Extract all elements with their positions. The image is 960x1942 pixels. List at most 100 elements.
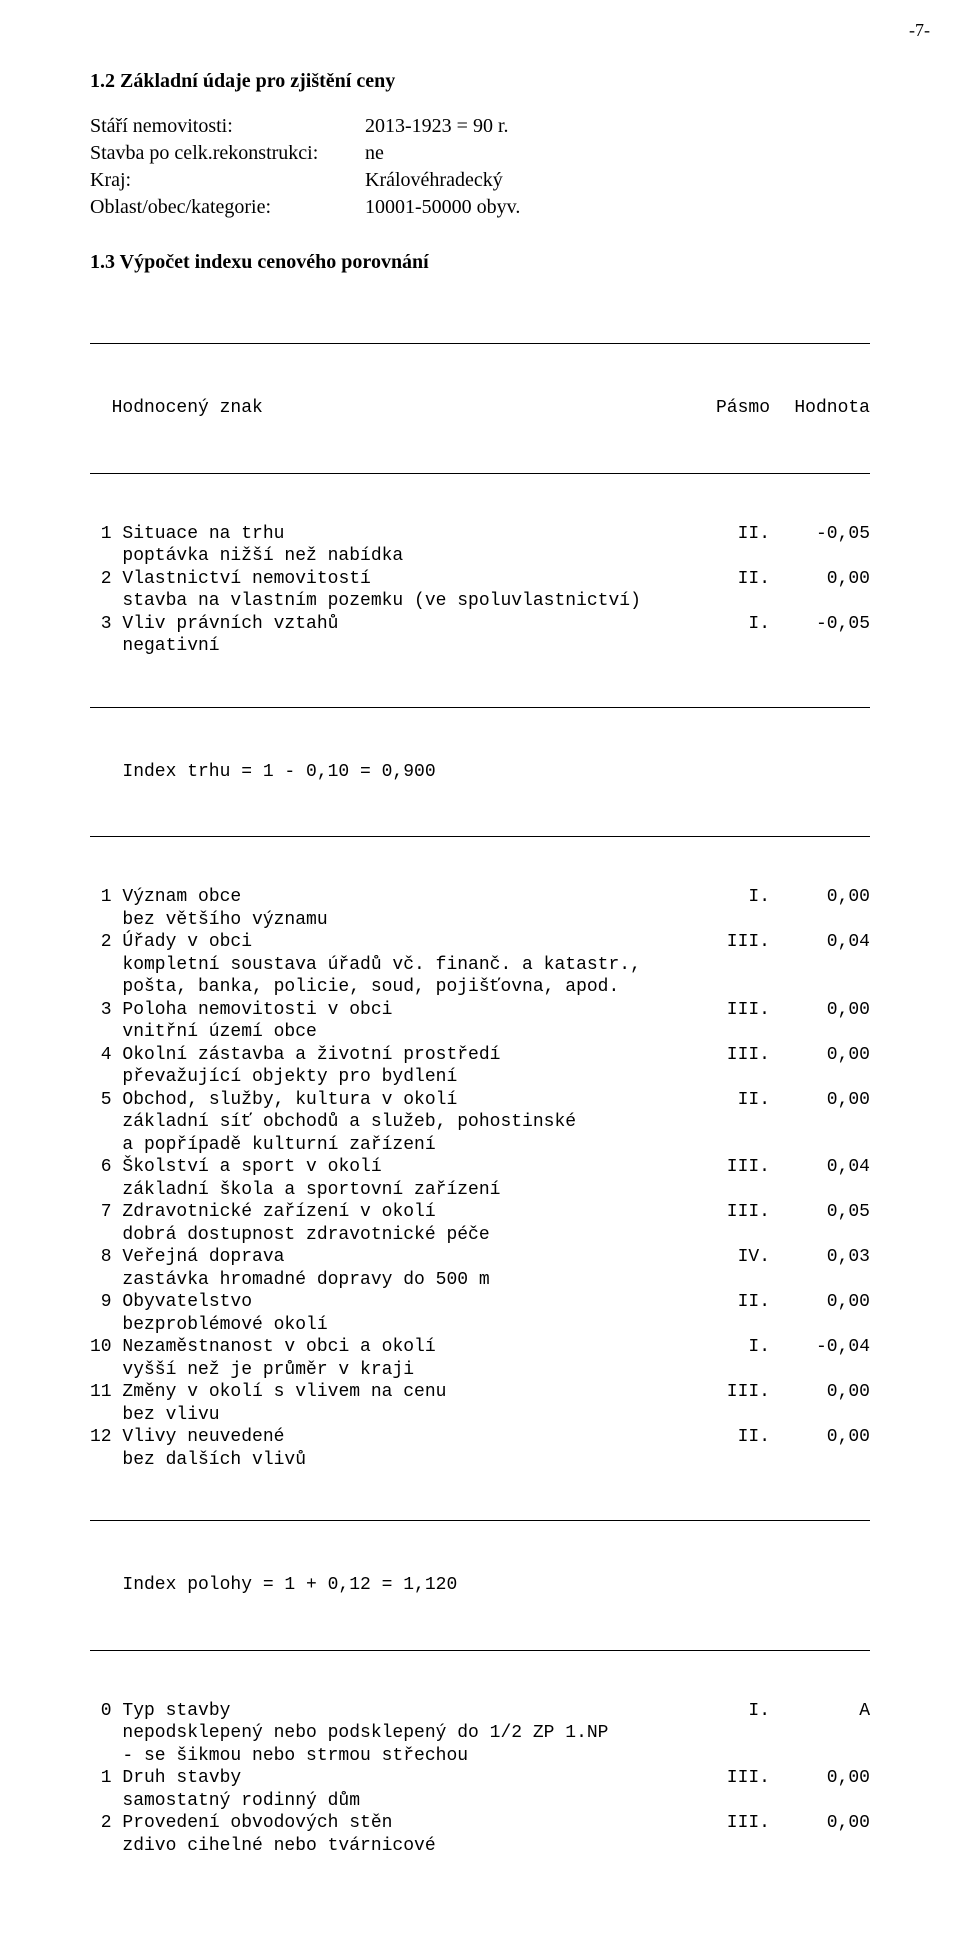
table-row: 3 Poloha nemovitosti v obciIII.0,00 [90, 999, 870, 1022]
sub-line: bezproblémové okolí [90, 1314, 870, 1337]
kv-row: Kraj:Královéhradecký [90, 167, 870, 194]
sub-line: bez dalších vlivů [90, 1449, 870, 1472]
sub-line: a popřípadě kulturní zařízení [90, 1134, 870, 1157]
kv-label: Stavba po celk.rekonstrukci: [90, 140, 365, 167]
cell-value: 0,00 [770, 999, 870, 1022]
cell-pasmo: I. [680, 613, 770, 636]
cell-label: 10 Nezaměstnanost v obci a okolí [90, 1336, 680, 1359]
cell-label: 2 Provedení obvodových stěn [90, 1812, 680, 1835]
cell-pasmo: III. [680, 1201, 770, 1224]
rule [90, 836, 870, 837]
kv-label: Oblast/obec/kategorie: [90, 194, 365, 221]
table-row: 8 Veřejná dopravaIV.0,03 [90, 1246, 870, 1269]
table-row: 1 Význam obceI.0,00 [90, 886, 870, 909]
cell-label: 0 Typ stavby [90, 1700, 680, 1723]
cell-value: 0,00 [770, 1767, 870, 1790]
header-znak: Hodnocený znak [90, 397, 680, 420]
cell-pasmo: III. [680, 999, 770, 1022]
table-row: 2 Vlastnictví nemovitostíII.0,00 [90, 568, 870, 591]
kv-row: Stáří nemovitosti:2013-1923 = 90 r. [90, 113, 870, 140]
table-row: 9 ObyvatelstvoII.0,00 [90, 1291, 870, 1314]
cell-value: -0,05 [770, 523, 870, 546]
sub-line: základní škola a sportovní zařízení [90, 1179, 870, 1202]
kv-value: ne [365, 140, 870, 167]
cell-value: -0,05 [770, 613, 870, 636]
sub-line: vyšší než je průměr v kraji [90, 1359, 870, 1382]
cell-label: 11 Změny v okolí s vlivem na cenu [90, 1381, 680, 1404]
sub-line: negativní [90, 635, 870, 658]
index-table: Hodnocený znak Pásmo Hodnota 1 Situace n… [90, 294, 870, 1902]
cell-value: 0,00 [770, 886, 870, 909]
cell-pasmo: II. [680, 1089, 770, 1112]
table-row: 12 Vlivy neuvedenéII.0,00 [90, 1426, 870, 1449]
cell-value: 0,00 [770, 1381, 870, 1404]
table-row: 10 Nezaměstnanost v obci a okolíI.-0,04 [90, 1336, 870, 1359]
table-row: 11 Změny v okolí s vlivem na cenuIII.0,0… [90, 1381, 870, 1404]
cell-label: 1 Situace na trhu [90, 523, 680, 546]
cell-value: 0,00 [770, 1426, 870, 1449]
rule [90, 473, 870, 474]
kv-label: Kraj: [90, 167, 365, 194]
header-hodnota: Hodnota [770, 397, 870, 420]
sub-line: zastávka hromadné dopravy do 500 m [90, 1269, 870, 1292]
cell-label: 6 Školství a sport v okolí [90, 1156, 680, 1179]
index-trhu: Index trhu = 1 - 0,10 = 0,900 [90, 757, 870, 788]
cell-pasmo: III. [680, 1381, 770, 1404]
cell-value: 0,00 [770, 1812, 870, 1835]
cell-pasmo: III. [680, 931, 770, 954]
sub-line: převažující objekty pro bydlení [90, 1066, 870, 1089]
section-1-heading: 1.2 Základní údaje pro zjištění ceny [90, 70, 870, 93]
rule [90, 1650, 870, 1651]
cell-pasmo: II. [680, 1426, 770, 1449]
cell-label: 3 Poloha nemovitosti v obci [90, 999, 680, 1022]
cell-value: A [770, 1700, 870, 1723]
rule [90, 343, 870, 344]
kv-value: 10001-50000 obyv. [365, 194, 870, 221]
cell-value: 0,03 [770, 1246, 870, 1269]
table-row: 4 Okolní zástavba a životní prostředíIII… [90, 1044, 870, 1067]
sub-line: bez vlivu [90, 1404, 870, 1427]
sub-line: samostatný rodinný dům [90, 1790, 870, 1813]
kv-value: Královéhradecký [365, 167, 870, 194]
table-row: 1 Situace na trhuII.-0,05 [90, 523, 870, 546]
kv-row: Stavba po celk.rekonstrukci:ne [90, 140, 870, 167]
sub-line: kompletní soustava úřadů vč. finanč. a k… [90, 954, 870, 977]
cell-label: 2 Úřady v obci [90, 931, 680, 954]
cell-label: 9 Obyvatelstvo [90, 1291, 680, 1314]
cell-label: 5 Obchod, služby, kultura v okolí [90, 1089, 680, 1112]
block-2: 1 Význam obceI.0,00bez většího významu 2… [90, 886, 870, 1471]
cell-pasmo: III. [680, 1044, 770, 1067]
cell-label: 7 Zdravotnické zařízení v okolí [90, 1201, 680, 1224]
table-header: Hodnocený znak Pásmo Hodnota [90, 393, 870, 424]
cell-label: 1 Druh stavby [90, 1767, 680, 1790]
cell-label: 2 Vlastnictví nemovitostí [90, 568, 680, 591]
kv-list: Stáří nemovitosti:2013-1923 = 90 r.Stavb… [90, 113, 870, 221]
rule [90, 707, 870, 708]
cell-value: 0,04 [770, 931, 870, 954]
block-1: 1 Situace na trhuII.-0,05poptávka nižší … [90, 523, 870, 658]
sub-line: bez většího významu [90, 909, 870, 932]
cell-value: 0,00 [770, 568, 870, 591]
sub-line: poptávka nižší než nabídka [90, 545, 870, 568]
sub-line: vnitřní území obce [90, 1021, 870, 1044]
cell-label: 1 Význam obce [90, 886, 680, 909]
sub-line: - se šikmou nebo strmou střechou [90, 1745, 870, 1768]
cell-label: 8 Veřejná doprava [90, 1246, 680, 1269]
header-pasmo: Pásmo [680, 397, 770, 420]
sub-line: dobrá dostupnost zdravotnické péče [90, 1224, 870, 1247]
index-polohy: Index polohy = 1 + 0,12 = 1,120 [90, 1570, 870, 1601]
sub-line: stavba na vlastním pozemku (ve spoluvlas… [90, 590, 870, 613]
page-number: -7- [909, 20, 930, 41]
cell-pasmo: IV. [680, 1246, 770, 1269]
sub-line: základní síť obchodů a služeb, pohostins… [90, 1111, 870, 1134]
cell-value: 0,04 [770, 1156, 870, 1179]
cell-pasmo: I. [680, 886, 770, 909]
table-row: 1 Druh stavbyIII.0,00 [90, 1767, 870, 1790]
table-row: 0 Typ stavbyI.A [90, 1700, 870, 1723]
sub-line: pošta, banka, policie, soud, pojišťovna,… [90, 976, 870, 999]
kv-label: Stáří nemovitosti: [90, 113, 365, 140]
cell-value: 0,00 [770, 1044, 870, 1067]
cell-pasmo: II. [680, 1291, 770, 1314]
cell-label: 3 Vliv právních vztahů [90, 613, 680, 636]
table-row: 6 Školství a sport v okolíIII.0,04 [90, 1156, 870, 1179]
